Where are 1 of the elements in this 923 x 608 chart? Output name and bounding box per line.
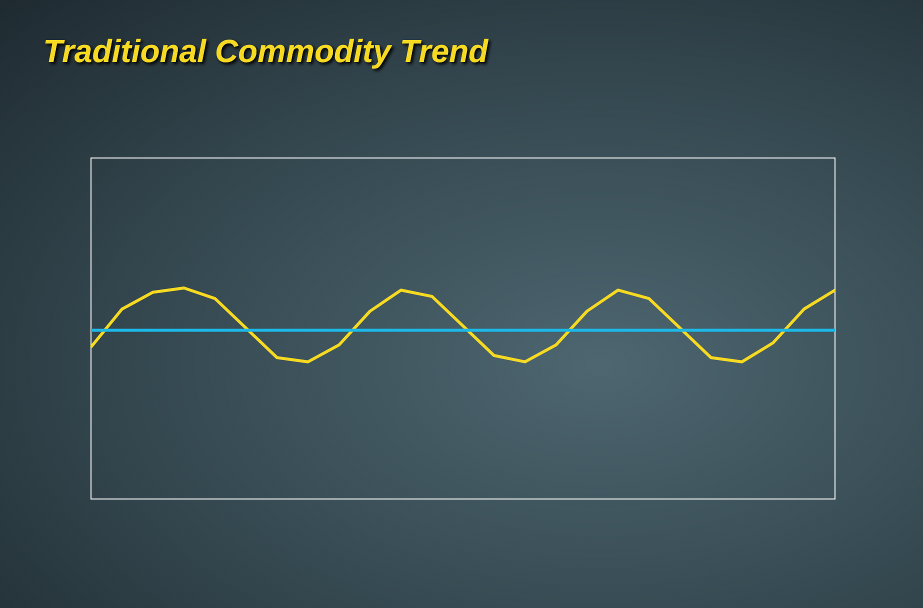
chart-title: Traditional Commodity Trend — [43, 33, 490, 69]
